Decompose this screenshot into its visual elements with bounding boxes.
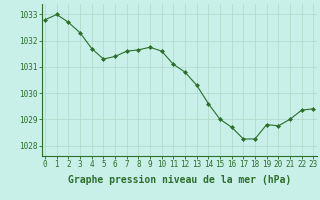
X-axis label: Graphe pression niveau de la mer (hPa): Graphe pression niveau de la mer (hPa) <box>68 175 291 185</box>
